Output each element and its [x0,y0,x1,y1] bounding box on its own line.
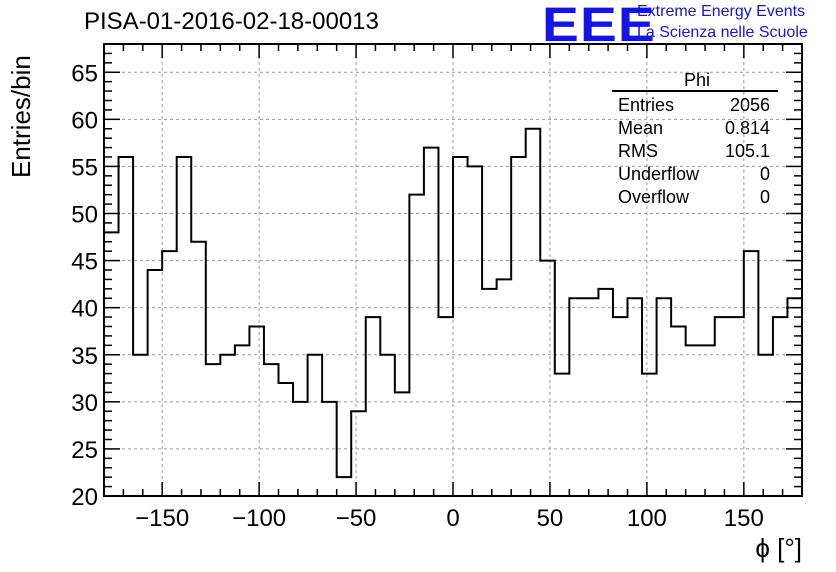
y-tick-label: 55 [71,154,98,181]
stats-label: RMS [618,141,658,161]
x-tick-label: 100 [627,505,667,532]
logo-line-2: La Scienza nelle Scuole [637,24,808,41]
y-tick-label: 50 [71,202,98,229]
y-tick-label: 40 [71,296,98,323]
stats-label: Mean [618,118,664,138]
stats-value: 0.814 [724,118,770,138]
stats-row: Underflow 0 [608,163,778,186]
x-tick-label: 50 [537,505,564,532]
stats-label: Overflow [618,187,690,207]
y-tick-label: 35 [71,343,98,370]
y-tick-label: 25 [71,437,98,464]
stats-row: RMS 105.1 [608,140,778,163]
y-tick-label: 60 [71,107,98,134]
x-axis-label: ϕ [°] [755,533,802,563]
y-tick-label: 30 [71,390,98,417]
run-title: PISA-01-2016-02-18-00013 [84,8,379,35]
stats-title: Phi [683,70,710,90]
x-tick-label: −150 [135,505,189,532]
stats-divider [612,90,778,92]
y-axis-label: Entries/bin [6,55,36,178]
x-tick-label: −50 [336,505,377,532]
x-tick-label: −100 [232,505,286,532]
x-tick-label: 150 [724,505,764,532]
y-tick-labels: 20 25 30 35 40 45 50 55 60 65 [71,60,98,511]
stats-row: Mean 0.814 [608,117,778,140]
stats-label: Underflow [618,164,700,184]
stats-box: Phi Entries 2056 Mean 0.814 RMS 105.1 Un… [608,70,778,209]
stats-row: Entries 2056 [608,94,778,117]
stats-value: 0 [759,164,770,184]
x-tick-labels: −150 −100 −50 0 50 100 150 [135,505,764,532]
histogram-line [104,127,803,479]
axis-ticks [103,43,803,497]
y-tick-label: 45 [71,249,98,276]
stats-label: Entries [618,95,675,115]
y-tick-label: 20 [71,484,98,511]
stats-row: Overflow 0 [608,186,778,209]
stats-value: 105.1 [724,141,770,161]
eee-logo: EEE [542,0,656,52]
stats-value: 2056 [729,95,770,115]
stats-value: 0 [759,187,770,207]
logo-line-1: Extreme Energy Events [637,3,806,20]
x-tick-label: 0 [446,505,459,532]
y-tick-label: 65 [71,60,98,87]
